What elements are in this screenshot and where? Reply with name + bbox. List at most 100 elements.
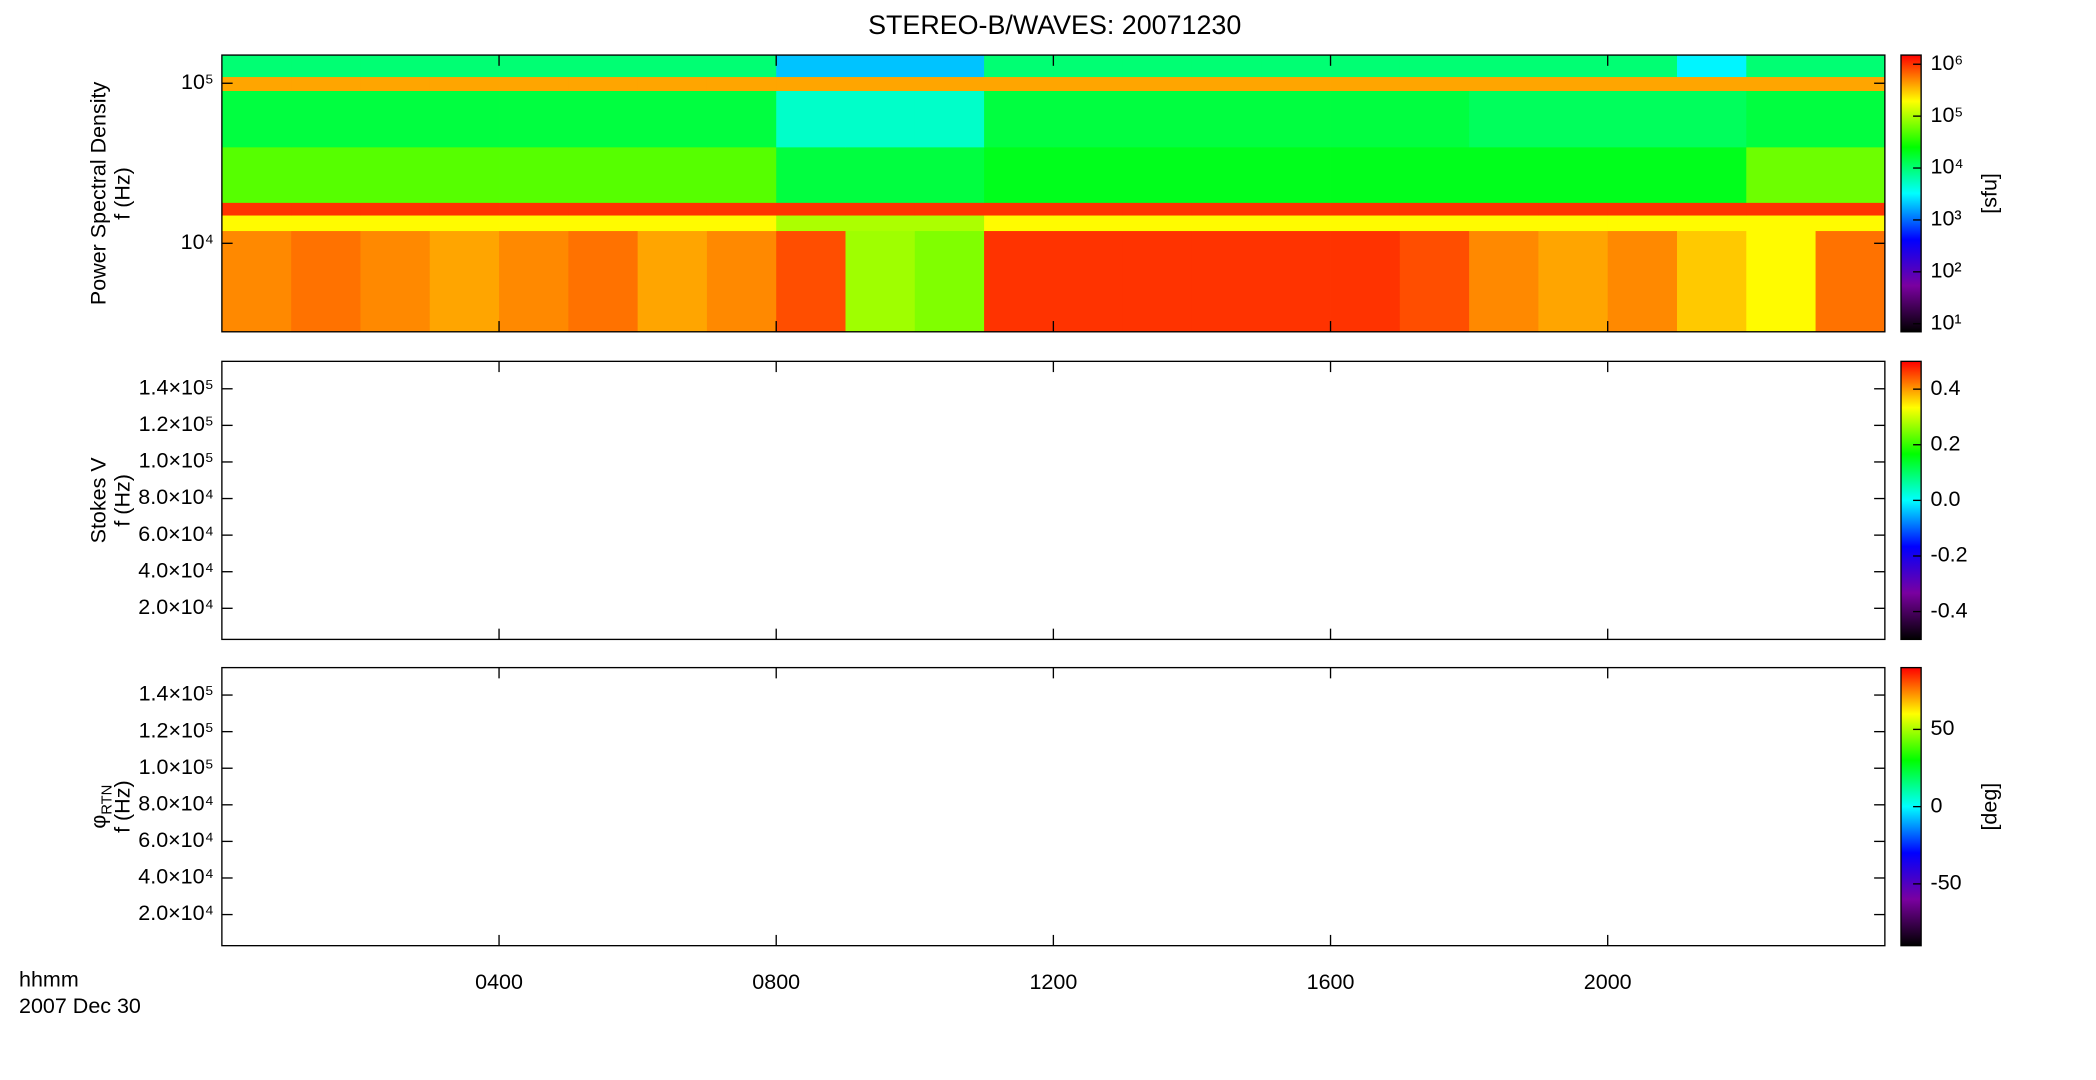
heatmap-cell [221,215,292,232]
y-axis-label-2: f (Hz) [110,474,134,527]
heatmap-cell [1607,202,1678,216]
heatmap-cell [429,202,500,216]
heatmap-cell [429,55,500,78]
heatmap-cell [776,230,846,333]
heatmap-cell [568,90,639,148]
y-tick-label: 10⁴ [181,230,214,254]
colorbar-label: [sfu] [1978,173,2002,214]
y-axis-label-sub: RTN [100,785,116,815]
heatmap-cell [1815,76,1886,91]
heatmap-cell [1330,76,1401,91]
heatmap-cell [568,202,639,216]
heatmap-cell [429,230,500,333]
heatmap-cell [1538,202,1609,216]
heatmap-cell [1607,55,1678,78]
heatmap-cell [1053,146,1124,203]
y-axis-label-text: Power Spectral Density [86,82,110,306]
heatmap-cell [1399,230,1470,333]
heatmap-cell [1191,215,1262,232]
heatmap-cell [1676,215,1747,232]
y-axis-label: Stokes V [86,457,110,544]
heatmap-cell [1399,146,1470,203]
heatmap-cell [291,76,361,91]
heatmap-cell [1330,55,1401,78]
x-tick-label: 0400 [475,970,523,994]
heatmap-cell [360,146,431,203]
heatmap-cell [984,215,1054,232]
heatmap-cell [1815,55,1886,78]
heatmap-cell [1399,215,1470,232]
heatmap-cell [845,55,916,78]
heatmap-cell [360,215,431,232]
heatmap-cell [1469,90,1539,148]
heatmap-cell [845,146,916,203]
heatmap-cell [1399,90,1470,148]
heatmap-cell [1676,55,1747,78]
heatmap-cell [1538,55,1609,78]
colorbar-tick-label: 10² [1931,259,1962,283]
heatmap-cell [291,215,361,232]
heatmap-cell [1191,230,1262,333]
heatmap-cell [568,215,639,232]
heatmap-cell [776,146,846,203]
y-tick-label: 1.4×10⁵ [139,375,214,399]
heatmap-cell [1191,55,1262,78]
heatmap-cell [291,230,361,333]
heatmap-cell [1746,55,1816,78]
heatmap-cell [360,230,431,333]
date-label: 2007 Dec 30 [19,994,141,1018]
colorbar-tick-label: 10³ [1931,207,1962,231]
heatmap-cell [1191,76,1262,91]
heatmap-cell [1122,230,1193,333]
heatmap-cell [845,202,916,216]
heatmap-cell [1261,215,1331,232]
heatmap-cell [291,90,361,148]
heatmap-cell [1330,230,1401,333]
heatmap-cell [429,215,500,232]
heatmap-cell [706,202,777,216]
heatmap-cell [499,55,569,78]
heatmap-cell [429,76,500,91]
heatmap-cell [1538,146,1609,203]
heatmap-cell [914,90,985,148]
heatmap-cell [845,230,916,333]
heatmap-cell [1746,76,1816,91]
heatmap-cell [1122,55,1193,78]
heatmap-cell [1815,146,1886,203]
heatmap-cell [776,90,846,148]
colorbar-tick-label: 10⁴ [1931,155,1964,179]
y-tick-label: 6.0×10⁴ [138,828,214,852]
heatmap-cell [1469,146,1539,203]
heatmap-cell [1053,202,1124,216]
heatmap-cell [1191,146,1262,203]
heatmap-cell [1122,90,1193,148]
x-axis-label: hhmm [19,967,79,991]
chart-title: STEREO-B/WAVES: 20071230 [868,10,1241,40]
x-tick-label: 1600 [1307,970,1355,994]
heatmap-cell [637,90,708,148]
heatmap-cell [221,90,292,148]
heatmap-cell [1053,76,1124,91]
y-tick-label: 8.0×10⁴ [138,485,214,509]
heatmap-cell [845,90,916,148]
y-tick-label: 1.0×10⁵ [139,449,214,473]
heatmap-cell [221,76,292,91]
heatmap-cell [1122,202,1193,216]
y-axis-label: Power Spectral Density [86,82,110,306]
heatmap-cell [221,55,292,78]
y-tick-label: 8.0×10⁴ [138,791,214,815]
x-tick-label: 0800 [752,970,800,994]
heatmap-cell [1538,76,1609,91]
colorbar-tick-label: 10⁵ [1931,103,1964,127]
heatmap-cell [637,230,708,333]
heatmap-cell [429,146,500,203]
heatmap-cell [637,55,708,78]
heatmap-cell [914,76,985,91]
heatmap-cell [1053,215,1124,232]
heatmap-cell [1469,55,1539,78]
colorbar [1900,54,1922,333]
heatmap-cell [429,90,500,148]
heatmap-cell [291,55,361,78]
heatmap-cell [221,202,292,216]
colorbar-tick-label: 0 [1931,793,1943,817]
